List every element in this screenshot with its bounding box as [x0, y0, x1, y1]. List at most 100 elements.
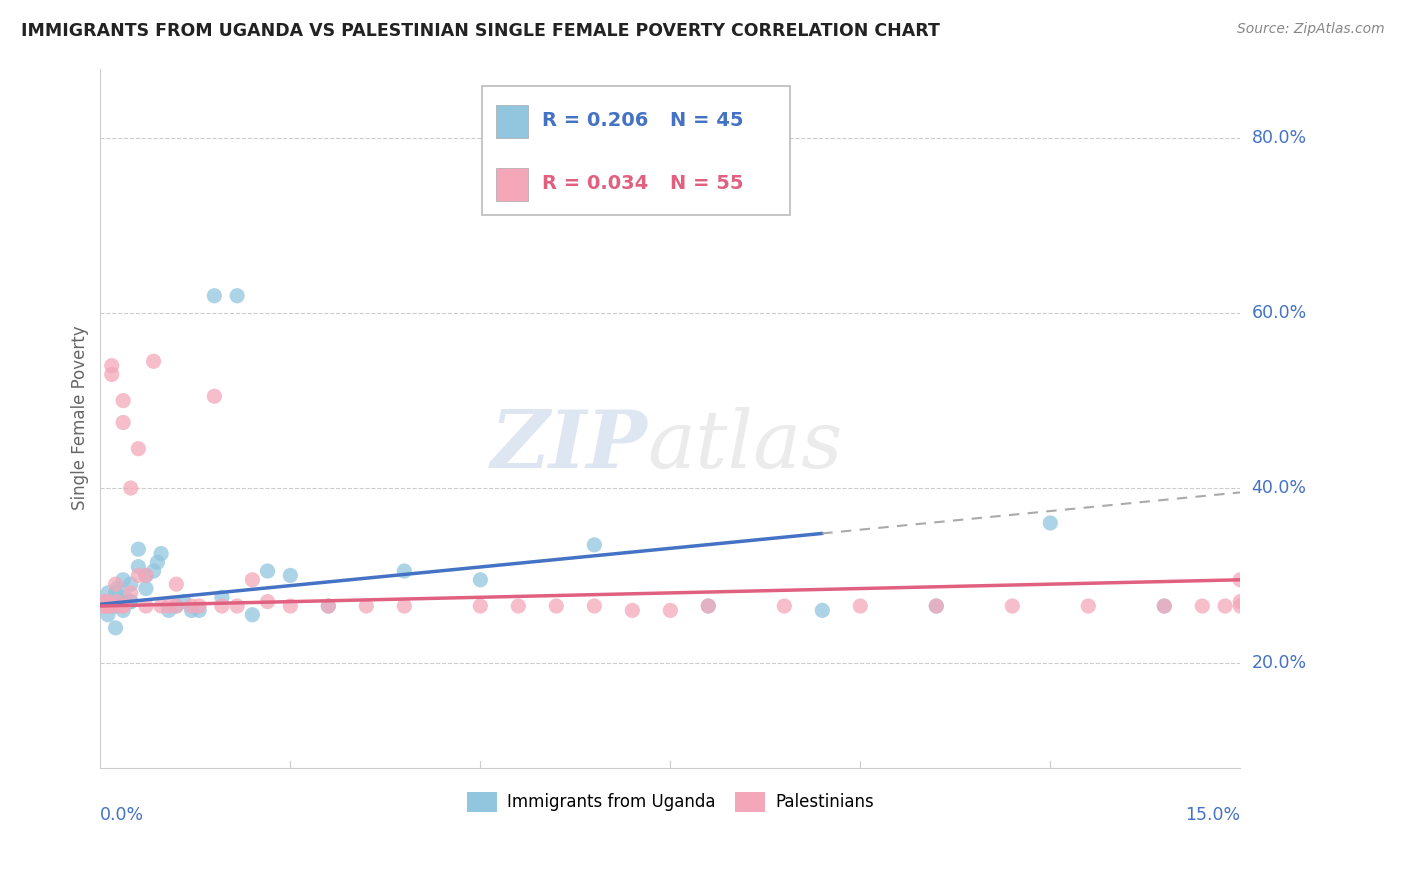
- Point: [256, 594, 278, 608]
- Text: 20.0%: 20.0%: [1251, 654, 1306, 672]
- Point: [135, 568, 157, 582]
- Point: [318, 599, 340, 613]
- Point: [112, 599, 135, 613]
- Point: [114, 591, 136, 605]
- Point: [97, 586, 120, 600]
- Text: atlas: atlas: [648, 408, 842, 485]
- Point: [150, 599, 173, 613]
- Point: [112, 603, 135, 617]
- Text: 0.0%: 0.0%: [100, 806, 145, 824]
- Text: 60.0%: 60.0%: [1251, 304, 1306, 322]
- Text: ZIP: ZIP: [491, 408, 648, 485]
- Point: [1153, 599, 1175, 613]
- Point: [97, 607, 120, 622]
- Point: [173, 594, 195, 608]
- Point: [1077, 599, 1099, 613]
- Point: [188, 603, 211, 617]
- Point: [127, 568, 149, 582]
- Point: [508, 599, 530, 613]
- Point: [226, 289, 249, 303]
- Legend: Immigrants from Uganda, Palestinians: Immigrants from Uganda, Palestinians: [460, 785, 880, 819]
- Point: [104, 599, 127, 613]
- Point: [146, 555, 169, 569]
- Bar: [496, 105, 527, 138]
- Point: [97, 599, 120, 613]
- Point: [127, 442, 149, 456]
- Point: [120, 594, 142, 608]
- Point: [98, 599, 121, 613]
- Point: [112, 393, 135, 408]
- Point: [91, 599, 114, 613]
- Point: [135, 599, 157, 613]
- Point: [157, 603, 180, 617]
- Point: [659, 603, 682, 617]
- Point: [112, 573, 135, 587]
- Point: [127, 542, 149, 557]
- Point: [1213, 599, 1236, 613]
- Point: [1229, 573, 1251, 587]
- Point: [583, 599, 606, 613]
- Point: [226, 599, 249, 613]
- Text: R = 0.034: R = 0.034: [541, 174, 648, 194]
- Point: [583, 538, 606, 552]
- Point: [112, 416, 135, 430]
- Y-axis label: Single Female Poverty: Single Female Poverty: [72, 326, 89, 510]
- Point: [142, 564, 165, 578]
- Point: [318, 599, 340, 613]
- Point: [96, 599, 118, 613]
- Point: [546, 599, 568, 613]
- Point: [120, 594, 142, 608]
- Point: [849, 599, 872, 613]
- Point: [188, 599, 211, 613]
- Text: 80.0%: 80.0%: [1251, 129, 1306, 147]
- Point: [240, 607, 263, 622]
- Point: [112, 599, 135, 613]
- Point: [150, 547, 173, 561]
- Point: [104, 586, 127, 600]
- Point: [1229, 594, 1251, 608]
- Point: [135, 568, 157, 582]
- Point: [356, 599, 378, 613]
- Point: [697, 599, 720, 613]
- Point: [621, 603, 644, 617]
- Point: [280, 568, 302, 582]
- Point: [98, 594, 121, 608]
- Point: [165, 577, 187, 591]
- Point: [127, 559, 149, 574]
- Bar: [496, 168, 527, 202]
- Text: Source: ZipAtlas.com: Source: ZipAtlas.com: [1237, 22, 1385, 37]
- Point: [394, 564, 416, 578]
- Point: [108, 594, 131, 608]
- Point: [100, 368, 122, 382]
- Point: [96, 594, 118, 608]
- Point: [104, 621, 127, 635]
- Point: [120, 481, 142, 495]
- Point: [142, 354, 165, 368]
- Point: [97, 594, 120, 608]
- Point: [157, 599, 180, 613]
- Point: [211, 591, 233, 605]
- Point: [180, 599, 202, 613]
- Point: [165, 599, 187, 613]
- Point: [93, 594, 115, 608]
- Point: [1153, 599, 1175, 613]
- Text: IMMIGRANTS FROM UGANDA VS PALESTINIAN SINGLE FEMALE POVERTY CORRELATION CHART: IMMIGRANTS FROM UGANDA VS PALESTINIAN SI…: [21, 22, 941, 40]
- Point: [202, 289, 225, 303]
- Point: [104, 599, 127, 613]
- Point: [470, 573, 492, 587]
- Point: [925, 599, 948, 613]
- Point: [697, 599, 720, 613]
- Point: [773, 599, 796, 613]
- Point: [112, 594, 135, 608]
- Point: [165, 599, 187, 613]
- Text: 15.0%: 15.0%: [1185, 806, 1240, 824]
- Point: [256, 564, 278, 578]
- Text: R = 0.206: R = 0.206: [541, 112, 648, 130]
- Text: 40.0%: 40.0%: [1251, 479, 1306, 497]
- Point: [105, 594, 128, 608]
- Point: [1229, 599, 1251, 613]
- Point: [394, 599, 416, 613]
- Point: [120, 577, 142, 591]
- Point: [93, 599, 115, 613]
- Point: [280, 599, 302, 613]
